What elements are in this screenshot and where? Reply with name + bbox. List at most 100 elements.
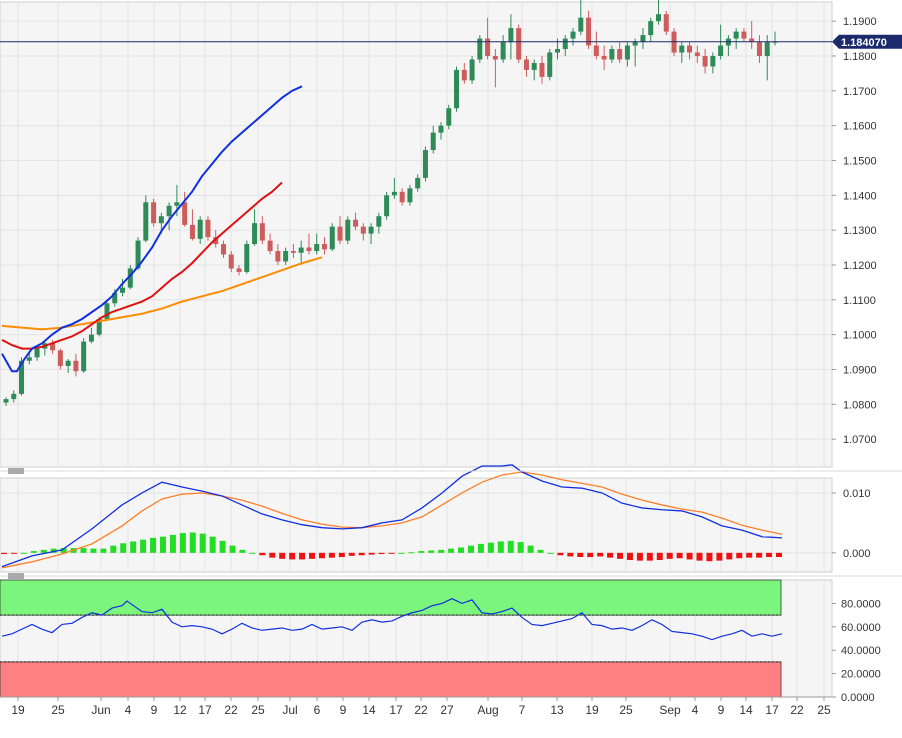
- macd-histogram-bar-negative: [309, 552, 316, 559]
- macd-histogram-bar-negative: [299, 552, 306, 560]
- macd-histogram-bar-negative: [577, 552, 584, 558]
- x-tick-label: 12: [173, 703, 187, 717]
- candle-body-down: [50, 343, 56, 351]
- candle-body-down: [485, 38, 491, 56]
- macd-histogram-bar-positive: [30, 551, 37, 553]
- candle-body-down: [399, 191, 405, 203]
- rsi-tick-label: 60.0000: [841, 622, 881, 634]
- candle-body-down: [617, 49, 623, 60]
- candle-body-up: [112, 292, 118, 304]
- price-panel: 1.1900 1.1800 1.1700 1.1600 1.1500 1.1400 1.13…: [0, 0, 902, 468]
- macd-histogram-bar-negative: [259, 552, 266, 556]
- macd-histogram-bar-positive: [199, 533, 206, 553]
- macd-histogram-bar-negative: [617, 552, 624, 559]
- macd-histogram-bar-positive: [497, 541, 504, 553]
- candle-body-up: [609, 49, 615, 60]
- candle-body-up: [764, 42, 770, 56]
- macd-histogram-bar-negative: [269, 552, 276, 558]
- candle-body-up: [570, 31, 576, 39]
- candle-body-up: [562, 38, 568, 50]
- candle-body-down: [306, 247, 312, 252]
- candle-body-down: [461, 69, 467, 81]
- macd-histogram-bar-negative: [388, 552, 395, 554]
- macd-histogram-bar-positive: [507, 540, 514, 553]
- candle-body-up: [531, 62, 537, 70]
- x-tick-label: 19: [585, 703, 599, 717]
- macd-histogram-bar-negative: [736, 552, 743, 559]
- candle-body-up: [81, 341, 87, 372]
- macd-histogram-bar-positive: [408, 552, 415, 554]
- macd-histogram-bar-negative: [279, 552, 286, 559]
- candle-body-up: [733, 31, 739, 39]
- candle-body-up: [477, 38, 483, 60]
- macd-histogram-bar-negative: [567, 552, 574, 557]
- macd-histogram-bar-negative: [289, 552, 296, 560]
- candle-body-down: [702, 55, 708, 67]
- x-tick-label: 17: [765, 703, 779, 717]
- x-tick-label: 14: [739, 703, 753, 717]
- candle-body-down: [57, 350, 63, 366]
- price-tick-label: 1.1500: [843, 155, 877, 167]
- candle-body-up: [446, 108, 452, 126]
- rsi-line: [1, 598, 783, 641]
- candle-body-up: [314, 244, 320, 252]
- x-tick-label: 22: [224, 703, 238, 717]
- candle-body-up: [143, 202, 149, 241]
- macd-histogram-bar-positive: [50, 548, 57, 553]
- macd-tick-label: 0.010: [843, 488, 871, 500]
- candle-body-down: [73, 360, 79, 372]
- x-tick-label: Jul: [282, 703, 297, 717]
- macd-line: [1, 464, 783, 568]
- x-tick-label: 17: [389, 703, 403, 717]
- macd-histogram-bar-positive: [40, 549, 47, 553]
- macd-histogram-bar-positive: [418, 551, 425, 553]
- candle-body-up: [197, 219, 203, 239]
- price-tick-label: 1.1900: [843, 16, 877, 28]
- sma-fast-line: [1, 85, 303, 373]
- candle-body-up: [718, 45, 724, 56]
- macd-histogram-bar-positive: [120, 543, 127, 553]
- candle-body-up: [422, 150, 428, 178]
- candle-body-up: [244, 244, 250, 272]
- candle-body-up: [624, 45, 630, 60]
- macd-histogram-bar-negative: [378, 552, 385, 555]
- macd-histogram-bar-positive: [159, 536, 166, 553]
- macd-histogram-bar-positive: [547, 552, 554, 554]
- rsi-overbought-band: [0, 579, 782, 616]
- candle-body-up: [26, 357, 32, 361]
- candle-body-down: [189, 224, 195, 239]
- candle-body-down: [516, 28, 522, 60]
- macd-histogram-bar-positive: [527, 545, 534, 553]
- macd-histogram-bar-positive: [100, 548, 107, 553]
- macd-histogram-bar-positive: [249, 552, 256, 554]
- macd-histogram-bar-positive: [130, 541, 137, 553]
- candle-body-down: [290, 251, 296, 253]
- macd-histogram-bar-negative: [716, 552, 723, 561]
- x-tick-label: 4: [692, 703, 699, 717]
- candle-body-up: [120, 287, 126, 293]
- macd-histogram-bar-positive: [398, 552, 405, 554]
- candle-body-up: [469, 59, 475, 81]
- x-tick-label: 9: [151, 703, 158, 717]
- x-axis: 19 25 Jun 4 9 12 17 22 25 Jul 6 9 14 17 22 27 Aug 7 13 19 25…: [0, 696, 832, 717]
- macd-histogram-bar-positive: [477, 543, 484, 553]
- macd-histogram-bar-negative: [696, 552, 703, 561]
- sma-slow-line: [1, 256, 323, 331]
- candle-body-up: [174, 202, 180, 206]
- candle-body-up: [135, 240, 141, 269]
- x-tick-label: 13: [550, 703, 564, 717]
- price-tick-label: 1.1100: [843, 295, 876, 307]
- macd-histogram-bar-negative: [318, 552, 325, 559]
- macd-panel: 0.010 0.000: [0, 464, 871, 573]
- price-tick-label: 1.1400: [843, 190, 877, 202]
- macd-histogram-bar-positive: [189, 532, 196, 553]
- macd-histogram-bar-positive: [537, 549, 544, 553]
- x-tick-label: 25: [251, 703, 265, 717]
- macd-histogram-bar-negative: [338, 552, 345, 558]
- price-tick-label: 1.0800: [843, 399, 877, 411]
- macd-histogram-bar-positive: [428, 550, 435, 553]
- price-tick-label: 1.1600: [843, 121, 877, 133]
- x-tick-label: 25: [817, 703, 831, 717]
- candle-body-up: [252, 223, 258, 245]
